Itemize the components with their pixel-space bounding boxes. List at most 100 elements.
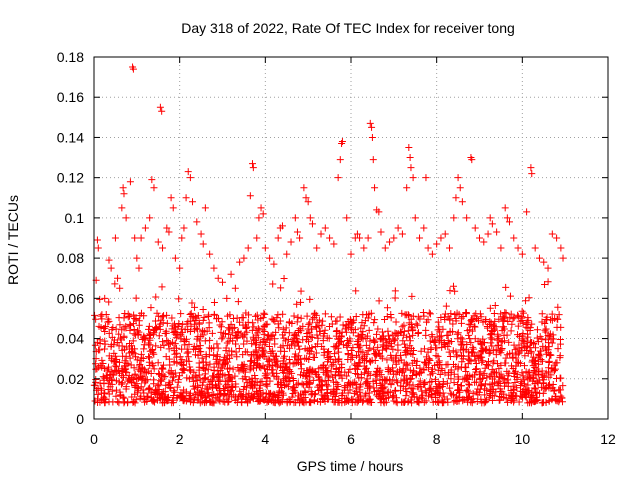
data-point (364, 368, 372, 376)
data-point (157, 316, 165, 324)
data-point (366, 398, 374, 406)
data-point (237, 398, 245, 406)
data-point (514, 312, 522, 320)
data-point (232, 340, 240, 348)
data-point (218, 318, 226, 326)
data-point (405, 333, 413, 341)
data-point (122, 352, 130, 360)
data-point (251, 380, 259, 388)
data-point (240, 385, 248, 393)
data-point (236, 318, 244, 326)
data-point (277, 387, 285, 395)
data-point (364, 234, 372, 242)
data-point (204, 385, 212, 393)
data-point (494, 342, 502, 350)
data-point (155, 332, 163, 340)
data-point (476, 310, 484, 318)
data-point (509, 364, 517, 372)
data-point (274, 320, 282, 328)
data-point (548, 310, 556, 318)
data-point (471, 356, 479, 364)
data-point (518, 307, 526, 315)
data-point (463, 214, 471, 222)
data-point (94, 390, 102, 398)
data-point (323, 334, 331, 342)
data-point (196, 342, 204, 350)
data-point (482, 360, 490, 368)
data-point (265, 332, 273, 340)
y-tick-label: 0.06 (57, 290, 84, 306)
data-point (254, 352, 262, 360)
data-point (413, 393, 421, 401)
data-point (500, 375, 508, 383)
data-point (307, 399, 315, 407)
data-point (342, 394, 350, 402)
data-point (518, 250, 526, 258)
data-point (488, 366, 496, 374)
data-point (271, 391, 279, 399)
data-point (294, 379, 302, 387)
data-point (343, 341, 351, 349)
data-point (527, 399, 535, 407)
data-point (202, 358, 210, 366)
data-point (167, 194, 175, 202)
data-point (156, 103, 164, 111)
data-point (178, 234, 186, 242)
data-point (200, 364, 208, 372)
data-point (251, 336, 259, 344)
data-point (400, 376, 408, 384)
data-point (404, 379, 412, 387)
data-point (263, 398, 271, 406)
data-point (543, 313, 551, 321)
data-point (180, 224, 188, 232)
data-point (370, 345, 378, 353)
data-point (149, 362, 157, 370)
data-point (163, 224, 171, 232)
data-point (402, 311, 410, 319)
data-point (126, 326, 134, 334)
data-point (107, 343, 115, 351)
data-point (205, 344, 213, 352)
data-point (417, 369, 425, 377)
data-point (149, 330, 157, 338)
data-point (240, 383, 248, 391)
data-point (524, 369, 532, 377)
data-point (320, 330, 328, 338)
data-point (405, 144, 413, 151)
data-point (412, 320, 420, 328)
data-point (133, 356, 141, 364)
data-point (211, 381, 219, 389)
data-point (349, 344, 357, 352)
data-point (439, 325, 447, 333)
data-point (161, 373, 169, 381)
data-point (334, 355, 342, 363)
data-point (555, 311, 563, 319)
data-point (465, 380, 473, 388)
x-axis-label: GPS time / hours (297, 458, 404, 474)
data-point (111, 362, 119, 370)
data-point (315, 373, 323, 381)
data-point (262, 380, 270, 388)
data-point (487, 385, 495, 393)
data-point (294, 355, 302, 363)
data-point (126, 320, 134, 328)
data-point (228, 329, 236, 337)
data-point (296, 399, 304, 407)
data-point (427, 345, 435, 353)
data-point (464, 355, 472, 363)
data-point (283, 363, 291, 371)
data-point (257, 390, 265, 398)
data-point (127, 321, 135, 329)
data-point (348, 399, 356, 407)
data-point (488, 392, 496, 400)
data-point (549, 380, 557, 388)
data-point (252, 312, 260, 320)
data-point (209, 372, 217, 380)
data-point (315, 316, 323, 324)
data-point (507, 397, 515, 405)
data-point (261, 364, 269, 372)
data-point (293, 228, 301, 236)
data-point (286, 344, 294, 352)
data-point (449, 320, 457, 328)
data-point (391, 287, 399, 295)
